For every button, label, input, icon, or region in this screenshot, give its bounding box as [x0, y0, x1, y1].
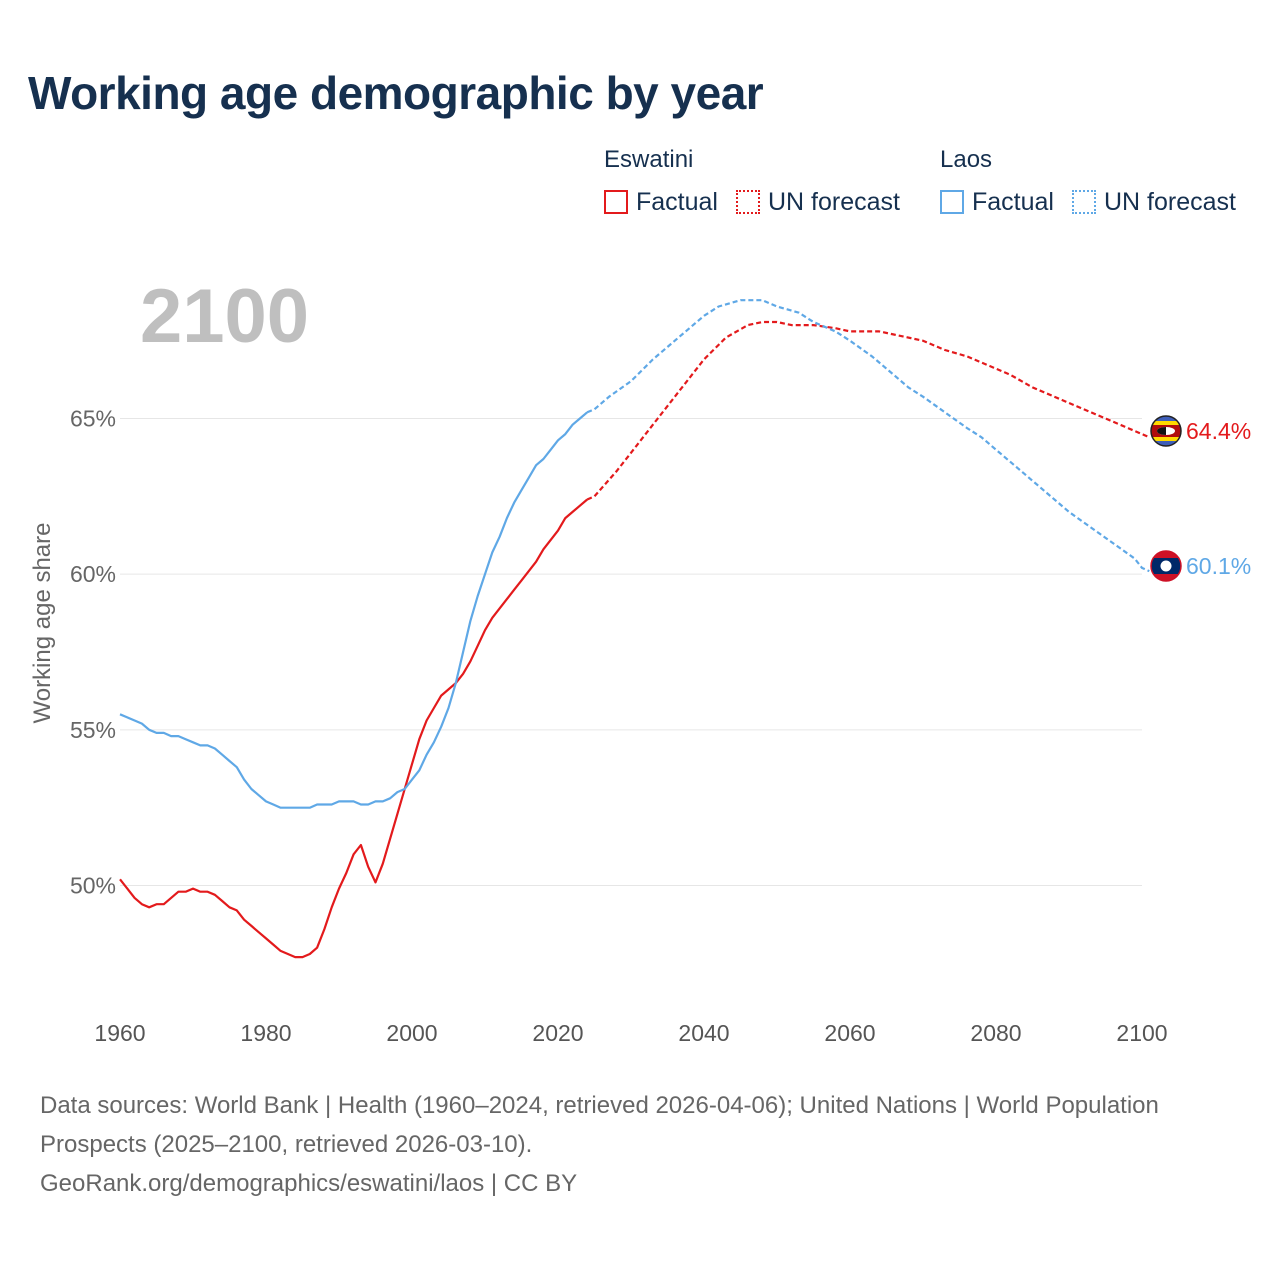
legend-label-eswatini-factual: Factual	[636, 188, 718, 216]
big-year-label: 2100	[140, 274, 309, 359]
y-tick-label-60: 60%	[70, 561, 116, 587]
legend-group-eswatini: Eswatini Factual UN forecast	[604, 146, 918, 216]
y-axis-title: Working age share	[29, 523, 56, 724]
x-tick-label-2020: 2020	[532, 1020, 583, 1046]
end-label-laos: 60.1%	[1186, 553, 1251, 579]
end-label-eswatini: 64.4%	[1186, 418, 1251, 444]
y-tick-label-55: 55%	[70, 717, 116, 743]
series-line-laos-factual[interactable]	[119, 411, 588, 809]
legend-swatch-eswatini-forecast	[735, 190, 760, 214]
y-tick-label-50: 50%	[70, 872, 116, 898]
x-tick-label-2000: 2000	[386, 1020, 437, 1046]
x-tick-label-1980: 1980	[240, 1020, 291, 1046]
eswatini-flag-icon	[1151, 416, 1181, 446]
footer-sources: Data sources: World Bank | Health (1960–…	[40, 1092, 1159, 1158]
legend-item-laos-factual[interactable]: Factual	[940, 188, 1054, 216]
legend-group-laos: Laos Factual UN forecast	[940, 146, 1254, 216]
x-tick-label-2100: 2100	[1116, 1020, 1167, 1046]
legend-label-laos-factual: Factual	[972, 188, 1054, 216]
grid-layer	[120, 418, 1142, 886]
end-labels: 64.4% 60.1%	[1186, 418, 1251, 579]
legend-item-eswatini-factual[interactable]: Factual	[604, 188, 718, 216]
series-line-eswatini-forecast[interactable]	[586, 320, 1150, 501]
legend-swatch-laos-factual	[940, 190, 964, 214]
chart-title: Working age demographic by year	[28, 67, 764, 119]
x-tick-label-1960: 1960	[94, 1020, 145, 1046]
series-layer	[119, 299, 1150, 959]
series-line-eswatini-factual[interactable]	[119, 498, 588, 959]
laos-flag-border	[1150, 550, 1182, 582]
laos-flag-icon	[1151, 551, 1181, 581]
y-tick-label-65: 65%	[70, 406, 116, 432]
legend-country-laos: Laos	[940, 146, 993, 173]
x-tick-label-2060: 2060	[824, 1020, 875, 1046]
x-tick-label-2080: 2080	[970, 1020, 1021, 1046]
x-tick-labels: 1960 1980 2000 2020 2040 2060 2080 2100	[94, 1020, 1167, 1046]
line-chart: 2100 Working age share 50% 55% 60% 65% 1960…	[29, 274, 1251, 1046]
legend-swatch-laos-forecast	[1071, 190, 1096, 214]
legend-item-eswatini-forecast[interactable]: UN forecast	[735, 188, 900, 216]
footer-credit[interactable]: GeoRank.org/demographics/eswatini/laos |…	[40, 1170, 578, 1197]
legend-label-laos-forecast: UN forecast	[1103, 188, 1236, 216]
footer: Data sources: World Bank | Health (1960–…	[40, 1086, 1180, 1203]
legend-swatch-eswatini-factual	[604, 190, 628, 214]
x-tick-label-2040: 2040	[678, 1020, 729, 1046]
legend-item-laos-forecast[interactable]: UN forecast	[1071, 188, 1236, 216]
legend-country-eswatini: Eswatini	[604, 146, 694, 173]
y-tick-labels: 50% 55% 60% 65%	[70, 406, 116, 899]
legend-label-eswatini-forecast: UN forecast	[767, 188, 900, 216]
series-line-laos-forecast[interactable]	[586, 299, 1150, 573]
eswatini-flag-border	[1150, 415, 1182, 447]
